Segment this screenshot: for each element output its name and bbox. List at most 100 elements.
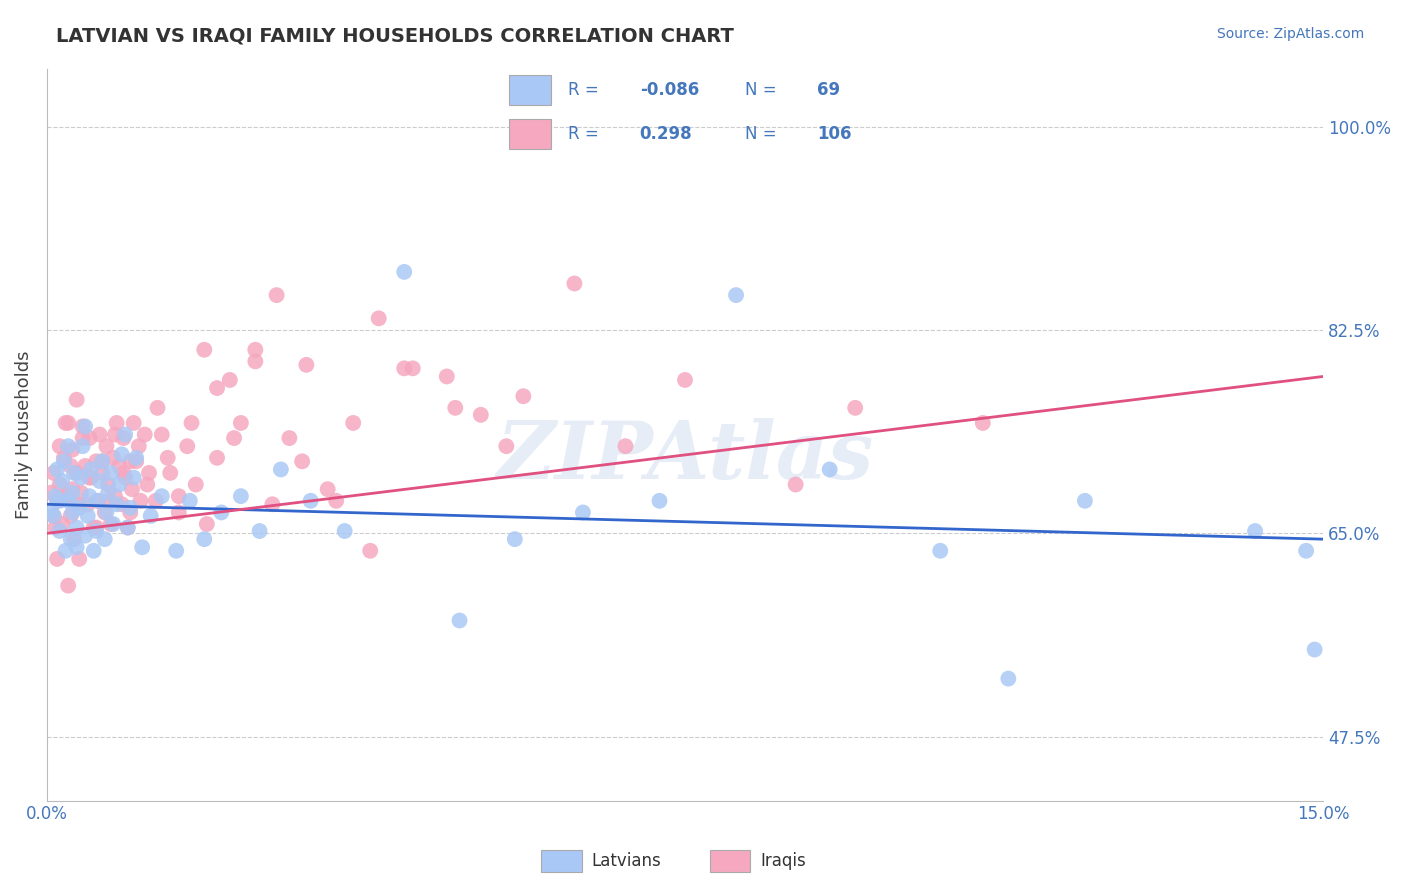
Point (262, 497, 284, 511)
Point (139, 508, 162, 523)
Point (291, 454, 314, 468)
Point (394, 265, 416, 279)
Text: 106: 106 (817, 125, 852, 143)
Point (104, 489, 127, 503)
FancyBboxPatch shape (509, 120, 551, 149)
Text: ZIPAtlas: ZIPAtlas (496, 417, 873, 495)
Point (117, 520, 139, 534)
Point (79, 470, 101, 484)
Point (66, 466, 89, 480)
Point (48, 524, 70, 538)
Point (167, 505, 190, 519)
Point (84, 520, 107, 534)
Point (1295, 543, 1317, 558)
Point (394, 361, 416, 376)
Point (114, 470, 136, 484)
Point (67, 500, 90, 515)
Point (103, 450, 125, 465)
Point (44, 489, 66, 503)
Text: R =: R = (568, 125, 599, 143)
Point (66, 541, 89, 555)
Point (46, 552, 69, 566)
Point (75, 529, 97, 543)
Point (89, 474, 111, 488)
Point (176, 439, 198, 453)
Point (193, 532, 215, 546)
Point (46, 462, 69, 476)
Point (55, 543, 77, 558)
Text: Iraqis: Iraqis (761, 852, 806, 870)
Point (39, 485, 62, 500)
Point (436, 369, 458, 384)
Text: N =: N = (745, 125, 776, 143)
Point (52, 450, 75, 465)
Point (108, 477, 131, 491)
Point (209, 505, 232, 519)
Point (46, 493, 69, 508)
FancyBboxPatch shape (541, 849, 582, 872)
Point (79, 489, 101, 503)
Point (120, 454, 142, 468)
Point (83, 543, 105, 558)
Point (114, 427, 136, 442)
Point (648, 493, 671, 508)
Point (120, 505, 142, 519)
Point (62, 442, 84, 457)
Point (67, 552, 90, 566)
Point (138, 466, 160, 480)
Point (93, 532, 115, 546)
Point (59, 532, 82, 546)
Point (402, 361, 425, 376)
Point (79, 431, 101, 445)
Point (80, 462, 103, 476)
Point (673, 373, 696, 387)
Point (56, 493, 79, 508)
Point (72, 431, 94, 445)
Point (96, 505, 118, 519)
Point (76, 508, 98, 523)
Point (367, 311, 389, 326)
Point (55, 489, 77, 503)
Text: Source: ZipAtlas.com: Source: ZipAtlas.com (1216, 27, 1364, 41)
Point (93, 505, 115, 519)
Point (112, 431, 135, 445)
Point (614, 439, 637, 453)
Point (117, 520, 139, 534)
Text: -0.086: -0.086 (640, 81, 699, 99)
Point (48, 493, 70, 508)
Point (128, 439, 150, 453)
Point (193, 343, 215, 357)
Point (72, 439, 94, 453)
Point (245, 343, 267, 357)
Point (122, 416, 145, 430)
Point (52, 454, 75, 468)
Point (42, 508, 65, 523)
Point (91, 466, 114, 480)
Point (195, 516, 218, 531)
Point (51, 489, 73, 503)
Point (150, 427, 173, 442)
Text: 69: 69 (817, 81, 839, 99)
Point (75, 458, 97, 473)
Point (184, 477, 207, 491)
Point (100, 516, 122, 531)
Point (97, 477, 120, 491)
Point (512, 389, 534, 403)
FancyBboxPatch shape (710, 849, 751, 872)
Point (342, 416, 364, 430)
Point (159, 466, 181, 480)
Text: R =: R = (568, 81, 599, 99)
Point (97, 493, 120, 508)
Point (56, 439, 79, 453)
Point (229, 489, 252, 503)
Point (48, 439, 70, 453)
Text: Latvians: Latvians (592, 852, 661, 870)
Point (103, 516, 125, 531)
Point (39, 503, 62, 517)
Point (270, 462, 292, 476)
Point (495, 439, 517, 453)
Point (44, 520, 66, 534)
Point (89, 427, 111, 442)
Point (48, 477, 70, 491)
Point (165, 543, 187, 558)
